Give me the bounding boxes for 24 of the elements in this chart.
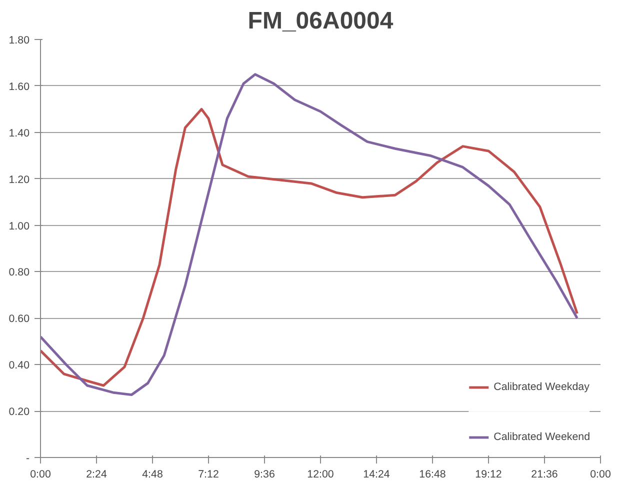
y-tick-label: 1.60 — [8, 80, 30, 93]
x-tick-label: 0:00 — [590, 468, 611, 480]
y-tick-label: - — [26, 452, 30, 464]
x-tick-label: 2:24 — [86, 468, 107, 480]
y-tick-label: 0.80 — [8, 266, 30, 279]
legend-label: Calibrated Weekend — [494, 431, 590, 443]
y-tick-label: 1.80 — [8, 34, 30, 46]
chart-title: FM_06A0004 — [248, 8, 394, 34]
x-tick-label: 9:36 — [254, 468, 275, 480]
y-tick-label: 1.00 — [8, 220, 30, 232]
legend-label: Calibrated Weekday — [494, 381, 590, 393]
y-tick-label: 0.60 — [8, 313, 30, 326]
x-tick-label: 14:24 — [363, 468, 390, 480]
y-tick-label: 1.40 — [8, 127, 30, 140]
x-tick-label: 4:48 — [142, 468, 163, 480]
y-tick-label: 0.40 — [8, 360, 30, 372]
y-tick-label: 1.20 — [8, 174, 30, 186]
x-tick-label: 12:00 — [307, 468, 334, 480]
y-tick-label: 0.20 — [8, 406, 30, 418]
x-tick-label: 16:48 — [419, 468, 446, 480]
x-tick-label: 7:12 — [198, 468, 219, 480]
x-tick-label: 19:12 — [475, 468, 502, 480]
x-tick-label: 21:36 — [531, 468, 558, 480]
x-tick-label: 0:00 — [30, 468, 51, 480]
